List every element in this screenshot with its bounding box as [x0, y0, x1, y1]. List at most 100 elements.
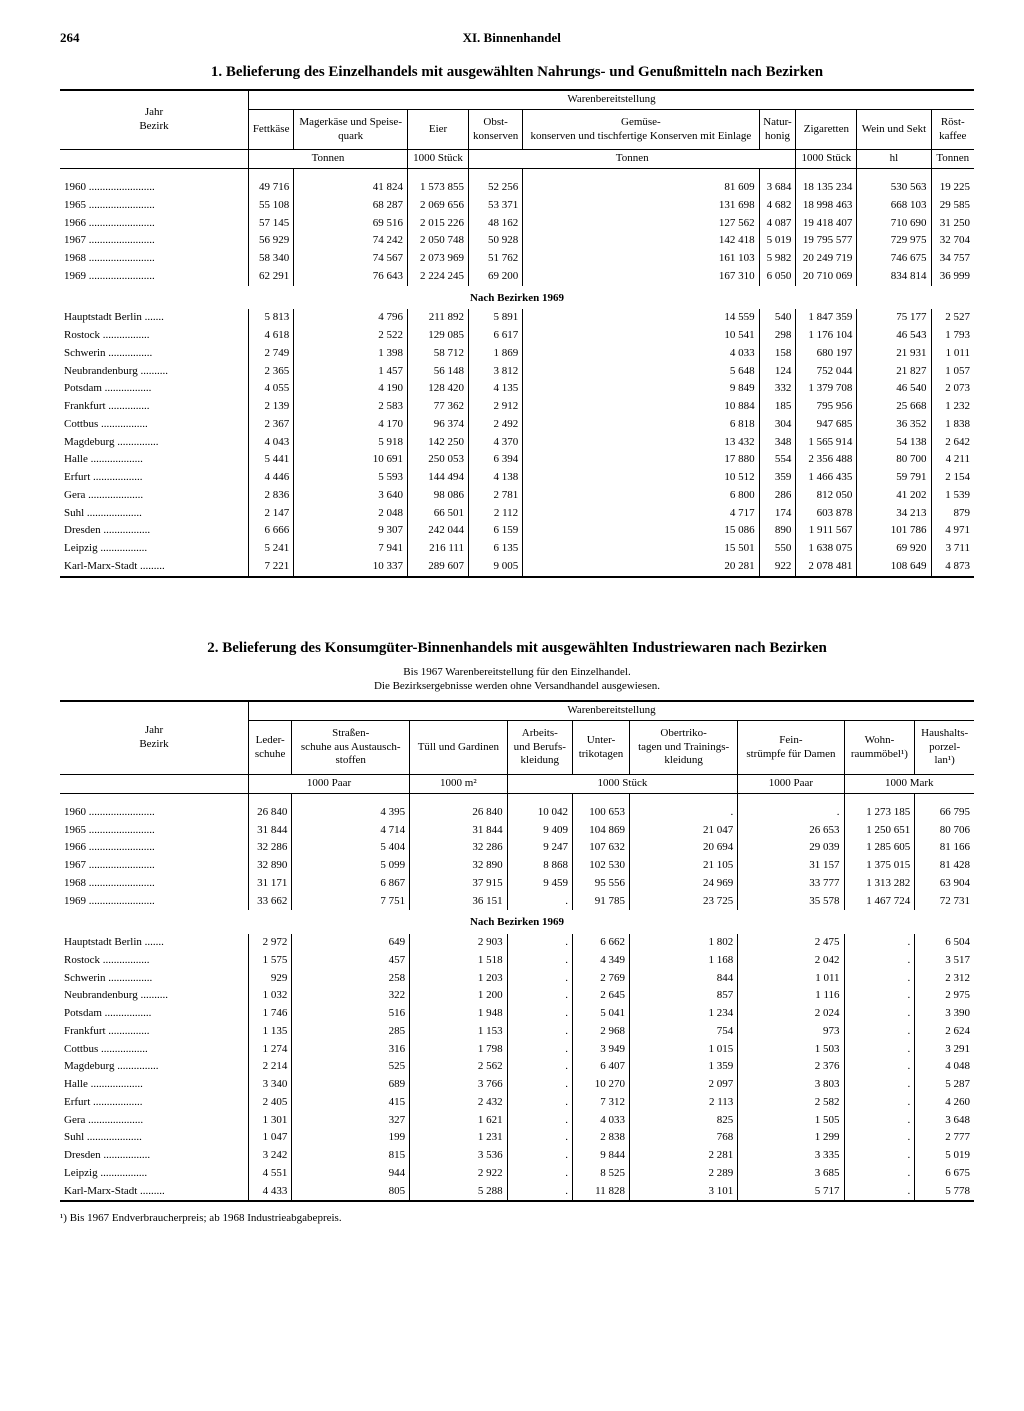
cell: 6 617 — [469, 327, 523, 345]
cell: 525 — [292, 1058, 410, 1076]
cell: 2 365 — [249, 363, 294, 381]
cell: 1 359 — [630, 1058, 738, 1076]
cell: 1 250 651 — [844, 822, 915, 840]
cell: 9 307 — [294, 522, 408, 540]
cell: 72 731 — [915, 893, 974, 911]
cell: 3 242 — [249, 1147, 292, 1165]
cell: 62 291 — [249, 268, 294, 286]
cell: . — [630, 804, 738, 822]
cell: 768 — [630, 1129, 738, 1147]
cell: 101 786 — [857, 522, 931, 540]
cell: 1 273 185 — [844, 804, 915, 822]
cell: 2 312 — [915, 970, 974, 988]
cell: 1 032 — [249, 987, 292, 1005]
cell: 1 200 — [410, 987, 507, 1005]
cell: . — [844, 1023, 915, 1041]
section-head: Nach Bezirken 1969 — [60, 910, 974, 934]
cell: 1 313 282 — [844, 875, 915, 893]
cell: 2 583 — [294, 398, 408, 416]
cell: 754 — [630, 1023, 738, 1041]
cell: 3 335 — [738, 1147, 844, 1165]
cell: 1 011 — [931, 345, 974, 363]
cell: 3 536 — [410, 1147, 507, 1165]
cell: 80 706 — [915, 822, 974, 840]
cell: 5 648 — [523, 363, 759, 381]
row-label: Dresden ................. — [60, 522, 249, 540]
cell: 316 — [292, 1041, 410, 1059]
table1: Jahr BezirkWarenbereitstellungFettkäseMa… — [60, 89, 974, 578]
cell: 2 405 — [249, 1094, 292, 1112]
cell: 1 457 — [294, 363, 408, 381]
cell: 58 712 — [408, 345, 469, 363]
cell: 973 — [738, 1023, 844, 1041]
cell: 550 — [759, 540, 796, 558]
cell: . — [844, 952, 915, 970]
row-label: 1967 ........................ — [60, 857, 249, 875]
cell: 29 039 — [738, 839, 844, 857]
cell: 1 793 — [931, 327, 974, 345]
cell: 25 668 — [857, 398, 931, 416]
col-head: Unter-trikotagen — [573, 720, 630, 774]
cell: 1 176 104 — [796, 327, 857, 345]
row-label: Frankfurt ............... — [60, 398, 249, 416]
cell: 4 087 — [759, 215, 796, 233]
cell: 7 312 — [573, 1094, 630, 1112]
cell: 10 884 — [523, 398, 759, 416]
cell: 2 922 — [410, 1165, 507, 1183]
cell: 6 867 — [292, 875, 410, 893]
cell: 102 530 — [573, 857, 630, 875]
cell: 2 073 — [931, 380, 974, 398]
row-label: Schwerin ................ — [60, 345, 249, 363]
cell: 26 840 — [410, 804, 507, 822]
row-label: Suhl .................... — [60, 505, 249, 523]
cell: 5 717 — [738, 1183, 844, 1202]
cell: 52 256 — [469, 179, 523, 197]
cell: 19 418 407 — [796, 215, 857, 233]
row-label: Erfurt .................. — [60, 469, 249, 487]
cell: 1 565 914 — [796, 434, 857, 452]
cell: 1 948 — [410, 1005, 507, 1023]
cell: 3 685 — [738, 1165, 844, 1183]
cell: 104 869 — [573, 822, 630, 840]
cell: 131 698 — [523, 197, 759, 215]
row-label: Neubrandenburg .......... — [60, 987, 249, 1005]
cell: 457 — [292, 952, 410, 970]
cell: 9 459 — [507, 875, 572, 893]
cell: 81 428 — [915, 857, 974, 875]
spanner: Warenbereitstellung — [249, 90, 975, 109]
cell: 37 915 — [410, 875, 507, 893]
cell: 6 394 — [469, 451, 523, 469]
cell: 3 640 — [294, 487, 408, 505]
cell: 19 795 577 — [796, 232, 857, 250]
cell: 6 050 — [759, 268, 796, 286]
col-head: Gemüse-konserven und tischfertige Konser… — [523, 109, 759, 150]
cell: 2 642 — [931, 434, 974, 452]
cell: 10 042 — [507, 804, 572, 822]
cell: 4 446 — [249, 469, 294, 487]
cell: 680 197 — [796, 345, 857, 363]
cell: 4 349 — [573, 952, 630, 970]
cell: . — [507, 1147, 572, 1165]
cell: 21 047 — [630, 822, 738, 840]
row-label: Schwerin ................ — [60, 970, 249, 988]
cell: 34 213 — [857, 505, 931, 523]
cell: 75 177 — [857, 309, 931, 327]
cell: 4 370 — [469, 434, 523, 452]
cell: 322 — [292, 987, 410, 1005]
cell: . — [507, 1183, 572, 1202]
col-head: Eier — [408, 109, 469, 150]
cell: 53 371 — [469, 197, 523, 215]
cell: 10 337 — [294, 558, 408, 577]
cell: 812 050 — [796, 487, 857, 505]
cell: 2 582 — [738, 1094, 844, 1112]
row-label: 1968 ........................ — [60, 250, 249, 268]
unit: hl — [857, 150, 931, 169]
cell: 2 836 — [249, 487, 294, 505]
cell: 668 103 — [857, 197, 931, 215]
cell: 5 287 — [915, 1076, 974, 1094]
cell: 32 286 — [410, 839, 507, 857]
cell: 2 289 — [630, 1165, 738, 1183]
cell: 6 135 — [469, 540, 523, 558]
row-label: Karl-Marx-Stadt ......... — [60, 1183, 249, 1202]
cell: 5 041 — [573, 1005, 630, 1023]
